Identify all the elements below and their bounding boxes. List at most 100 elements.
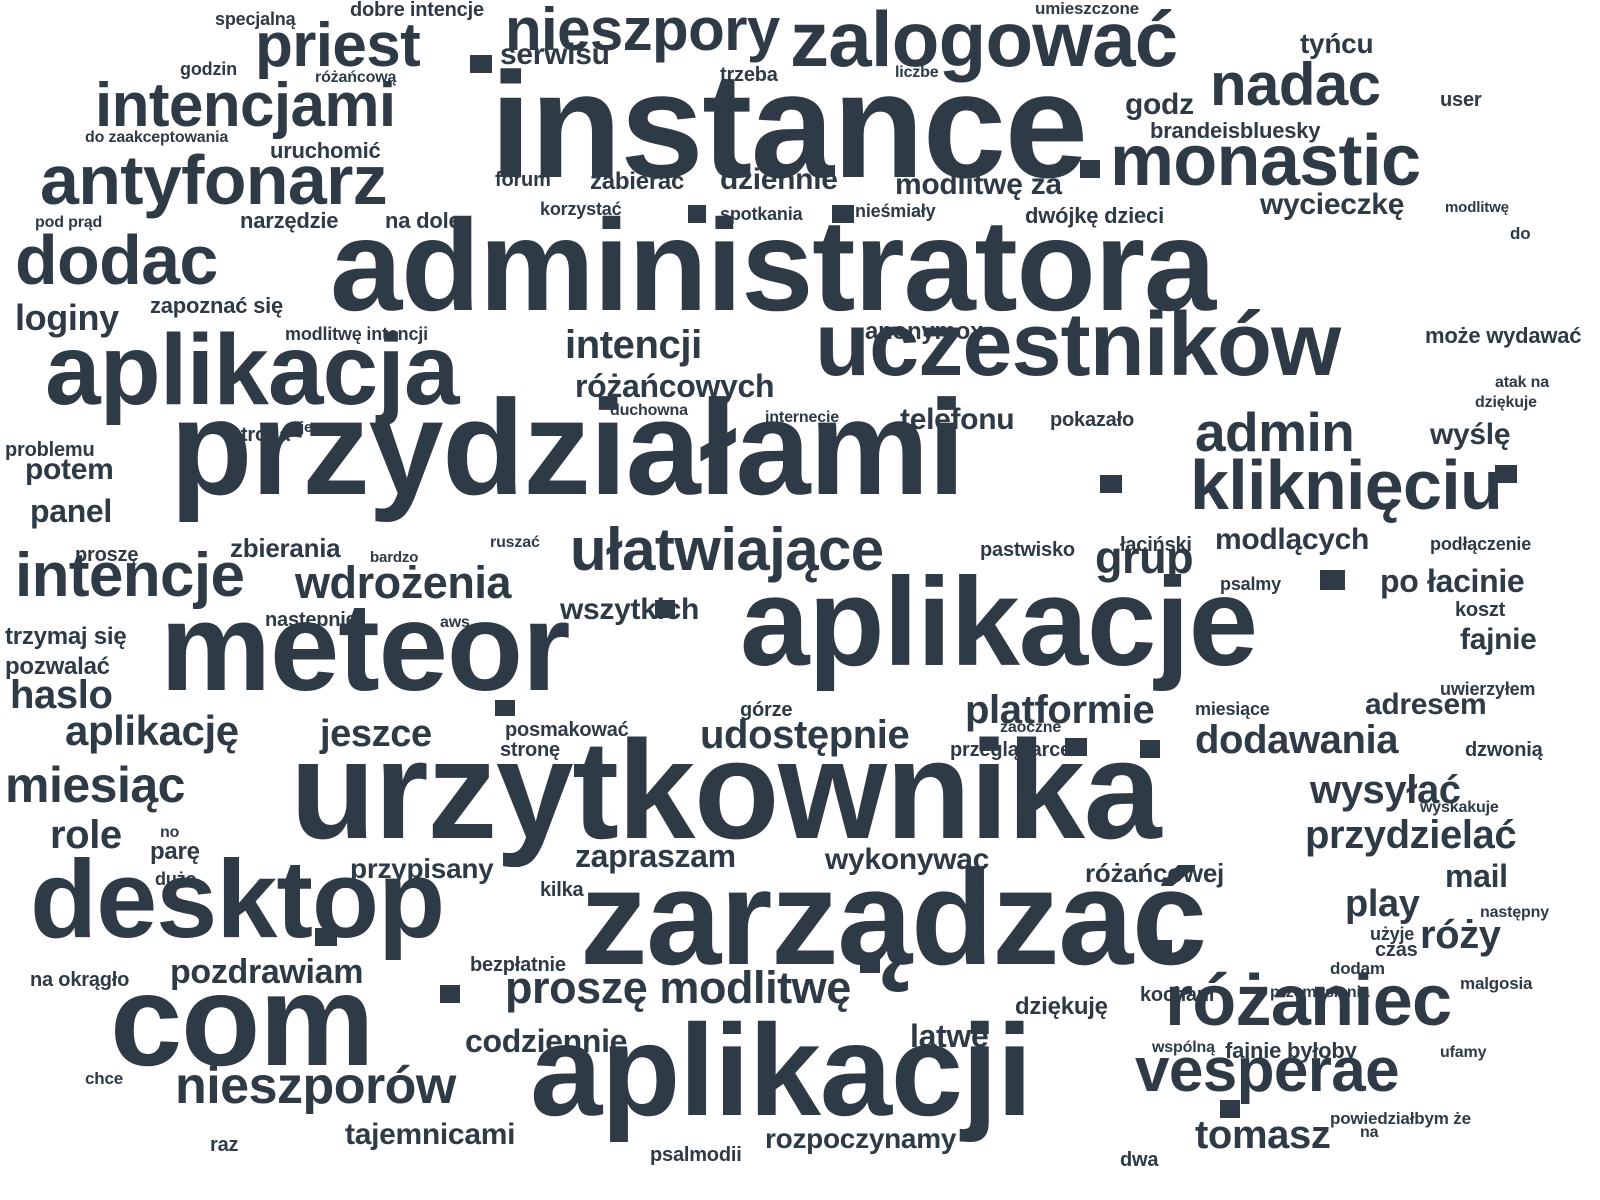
cloud-word: wykonywac [825, 843, 990, 876]
cloud-word: przemyslenia [1270, 984, 1370, 1001]
cloud-word: godz [1125, 88, 1194, 121]
cloud-word: administratora [330, 192, 1216, 338]
cloud-word: telefonu [900, 403, 1015, 436]
cloud-word: intencjami [95, 71, 396, 140]
cloud-word: fajnie [1460, 623, 1537, 656]
cloud-word: serwisu [500, 38, 610, 71]
cloud-word: jeszce [320, 713, 432, 755]
cloud-word: może wydawać [1425, 323, 1582, 348]
cloud-word: play [1345, 883, 1420, 925]
cloud-word: tajemnicami [345, 1118, 516, 1151]
cloud-word: różańcową [315, 69, 397, 86]
cloud-word: wyskakuje [1420, 799, 1499, 816]
cloud-word: przydziałami [170, 372, 965, 523]
cloud-word: nieszporów [175, 1057, 456, 1115]
cloud-word: różańcowej [1085, 858, 1224, 888]
cloud-word: udostępnie [700, 713, 910, 757]
cloud-word: zabierać [590, 168, 685, 195]
cloud-word: psalmy [1220, 574, 1281, 594]
cloud-word: grup [1095, 532, 1194, 583]
cloud-word: proszę modlitwę [505, 962, 851, 1013]
cloud-word: platformie [965, 688, 1155, 732]
cloud-word: intencji [565, 323, 702, 367]
filler-block [1150, 940, 1172, 958]
filler-block [1495, 465, 1517, 483]
filler-block [655, 600, 675, 618]
cloud-word: narzędzie [240, 208, 339, 233]
cloud-word: problemu [5, 439, 95, 461]
cloud-word: pod prąd [35, 214, 103, 231]
cloud-word: korzystać [540, 199, 622, 219]
cloud-word: nieśmiały [855, 201, 936, 221]
cloud-word: tyńcu [1300, 28, 1374, 59]
cloud-word: tomasz [1195, 1113, 1331, 1157]
cloud-word: rozpoczynamy [765, 1123, 957, 1154]
cloud-word: proszę [75, 544, 139, 566]
cloud-word: stronę [500, 739, 560, 761]
cloud-word: górze [740, 699, 793, 721]
cloud-word: na okrągło [30, 969, 130, 991]
cloud-word: dwójkę dzieci [1025, 203, 1164, 228]
cloud-word: aplikację [65, 707, 239, 754]
cloud-word: latwe [910, 1018, 989, 1054]
cloud-word: kochani [1140, 984, 1215, 1006]
cloud-word: bardzo [370, 549, 419, 566]
filler-block [470, 55, 492, 73]
cloud-word: vesperae [1135, 1036, 1400, 1105]
cloud-word: jeszcze [300, 419, 352, 436]
cloud-word: umieszczone [1035, 0, 1139, 18]
cloud-word: specjalną [215, 9, 296, 29]
filler-block [860, 955, 880, 973]
cloud-word: ułatwiające [570, 516, 884, 583]
cloud-word: meteor [160, 578, 571, 717]
filler-block [1100, 475, 1122, 493]
cloud-word: ruszać [490, 534, 540, 551]
cloud-word: zalogować [790, 0, 1178, 83]
cloud-word: panel [30, 493, 112, 529]
cloud-word: dodac [15, 221, 218, 299]
cloud-word: nadac [1210, 51, 1381, 118]
cloud-word: miesiąc [5, 757, 185, 813]
cloud-word: no [160, 824, 180, 841]
cloud-word: fajnie byłoby [1225, 1038, 1357, 1063]
cloud-word: haslo [10, 673, 113, 717]
filler-block [1065, 738, 1087, 756]
cloud-word: dziękuje [1475, 394, 1537, 411]
cloud-word: na dole [385, 208, 461, 233]
cloud-word: użyje [1370, 924, 1415, 944]
cloud-word: parę [150, 838, 200, 865]
cloud-word: modlitwę intencji [285, 324, 428, 344]
cloud-word: mail [1445, 858, 1508, 894]
cloud-word: wszytkich [560, 593, 700, 626]
cloud-word: com [110, 947, 375, 1093]
cloud-word: loginy [15, 297, 119, 338]
cloud-word: pozwalać [5, 653, 110, 680]
cloud-word: dodawania [1195, 718, 1399, 762]
cloud-word: dziennie [720, 163, 838, 196]
cloud-word: bezpłatnie [470, 954, 566, 976]
filler-block [1140, 740, 1160, 758]
cloud-word: adresem [1365, 688, 1487, 721]
cloud-word: pastwisko [980, 539, 1075, 561]
filler-block [440, 985, 460, 1003]
cloud-word: aplikacje [740, 553, 1258, 692]
cloud-word: brandeisbluesky [1150, 118, 1321, 143]
cloud-word: wysyłać [1310, 768, 1461, 812]
cloud-word: priest [255, 11, 421, 80]
cloud-word: trzymaj się [5, 623, 127, 650]
cloud-word: róży [1420, 913, 1501, 957]
cloud-word: różaniec [1165, 961, 1452, 1041]
cloud-word: łaciński [1120, 534, 1192, 556]
cloud-word: zaoczne [1000, 719, 1062, 736]
filler-block [1080, 160, 1100, 178]
cloud-word: po łacinie [1380, 563, 1525, 599]
filler-block [1320, 570, 1345, 590]
cloud-word: codziennie [465, 1023, 628, 1059]
cloud-word: przydzielać [1305, 813, 1517, 857]
cloud-word: modlących [1215, 523, 1370, 556]
cloud-word: wycieczkę [1260, 188, 1405, 221]
cloud-word: dużo [155, 869, 197, 889]
cloud-word: uczestników [815, 295, 1341, 395]
cloud-word: aplikacji [530, 997, 1033, 1143]
